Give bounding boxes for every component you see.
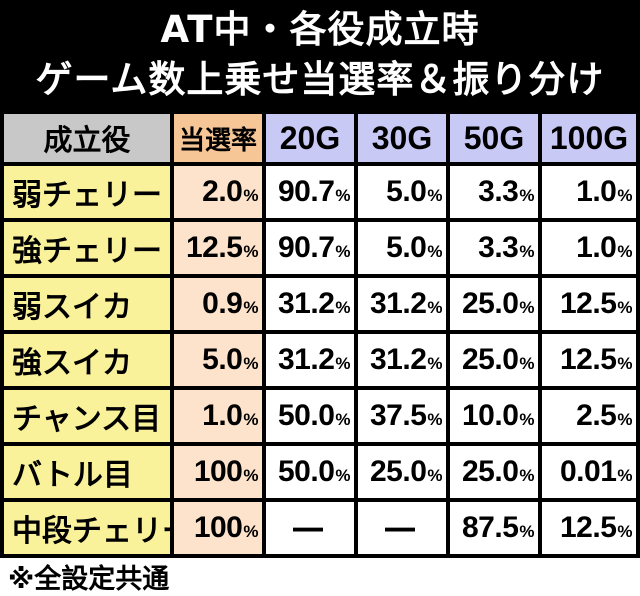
rate-cell: 100%: [174, 446, 266, 502]
distribution-cell-g30: 5.0%: [358, 166, 450, 222]
rate-cell: 5.0%: [174, 334, 266, 390]
row-role-label: 弱チェリー: [0, 166, 174, 222]
distribution-cell-g100: 12.5%: [542, 502, 640, 558]
header-50g: 50G: [450, 110, 542, 166]
rate-cell: 2.0%: [174, 166, 266, 222]
distribution-cell-g20: 31.2%: [266, 278, 358, 334]
distribution-cell-g50: 25.0%: [450, 278, 542, 334]
distribution-cell-g50: 87.5%: [450, 502, 542, 558]
distribution-cell-g100: 1.0%: [542, 166, 640, 222]
footnote: ※全設定共通: [8, 563, 170, 595]
rate-cell: 12.5%: [174, 222, 266, 278]
header-30g: 30G: [358, 110, 450, 166]
distribution-cell-g20: 90.7%: [266, 222, 358, 278]
distribution-cell-g50: 25.0%: [450, 446, 542, 502]
distribution-cell-g100: 1.0%: [542, 222, 640, 278]
title-line-2: ゲーム数上乗せ当選率＆振り分け: [35, 58, 605, 101]
distribution-cell-g20: 50.0%: [266, 390, 358, 446]
distribution-cell-g20: 90.7%: [266, 166, 358, 222]
distribution-cell-g50: 10.0%: [450, 390, 542, 446]
distribution-cell-g30: 25.0%: [358, 446, 450, 502]
rate-cell: 0.9%: [174, 278, 266, 334]
distribution-cell-g20: ―: [266, 502, 358, 558]
row-role-label: バトル目: [0, 446, 174, 502]
distribution-cell-g50: 25.0%: [450, 334, 542, 390]
distribution-cell-g100: 12.5%: [542, 278, 640, 334]
distribution-cell-g100: 0.01%: [542, 446, 640, 502]
distribution-cell-g20: 50.0%: [266, 446, 358, 502]
distribution-cell-g30: 37.5%: [358, 390, 450, 446]
rate-cell: 100%: [174, 502, 266, 558]
distribution-cell-g30: 5.0%: [358, 222, 450, 278]
row-role-label: 強チェリー: [0, 222, 174, 278]
row-role-label: 弱スイカ: [0, 278, 174, 334]
distribution-cell-g50: 3.3%: [450, 166, 542, 222]
distribution-cell-g50: 3.3%: [450, 222, 542, 278]
rate-cell: 1.0%: [174, 390, 266, 446]
title-banner: AT中・各役成立時 ゲーム数上乗せ当選率＆振り分け: [0, 0, 640, 110]
row-role-label: チャンス目: [0, 390, 174, 446]
distribution-cell-g20: 31.2%: [266, 334, 358, 390]
distribution-cell-g100: 2.5%: [542, 390, 640, 446]
distribution-cell-g100: 12.5%: [542, 334, 640, 390]
title-line-1: AT中・各役成立時: [160, 8, 480, 51]
header-role: 成立役: [0, 110, 174, 166]
header-20g: 20G: [266, 110, 358, 166]
header-100g: 100G: [542, 110, 640, 166]
header-rate: 当選率: [174, 110, 266, 166]
row-role-label: 中段チェリー: [0, 502, 174, 558]
row-role-label: 強スイカ: [0, 334, 174, 390]
distribution-cell-g30: 31.2%: [358, 334, 450, 390]
probability-table: 成立役 当選率 20G 30G 50G 100G 弱チェリー 2.0% 90.7% 5.0% 3.3…: [0, 110, 640, 558]
distribution-cell-g30: 31.2%: [358, 278, 450, 334]
distribution-cell-g30: ―: [358, 502, 450, 558]
